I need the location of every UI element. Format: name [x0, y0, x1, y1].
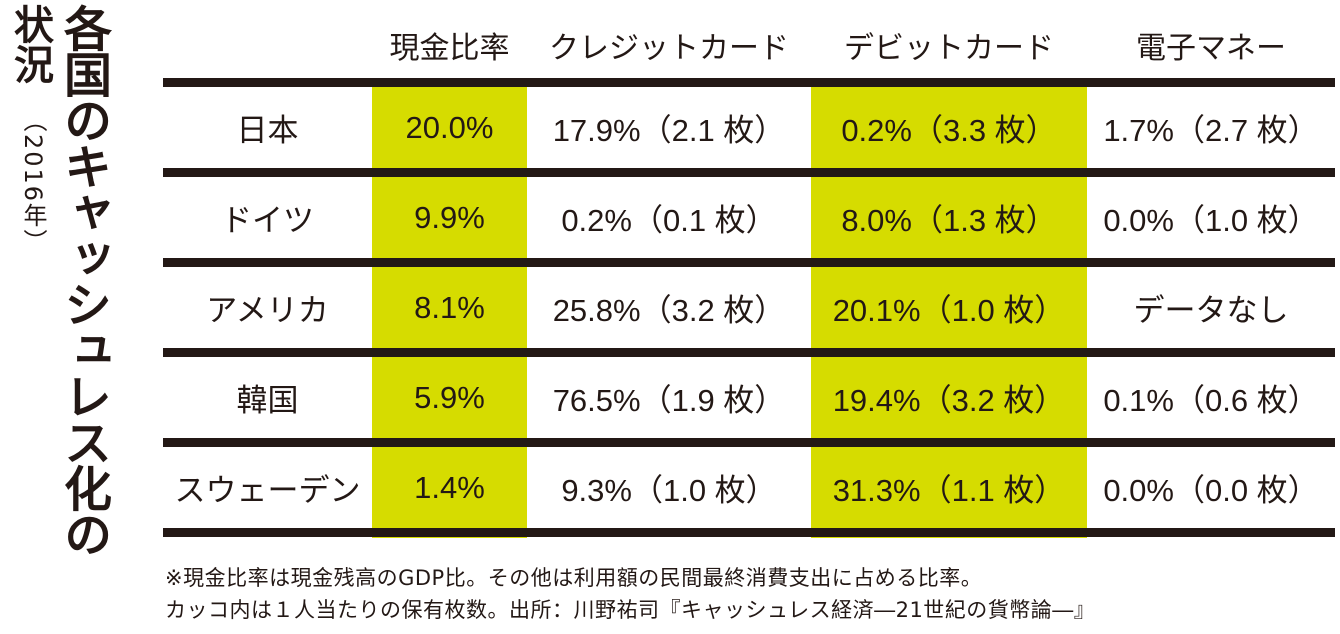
- row-label: 韓国: [236, 383, 299, 418]
- table-cell-credit-card: 25.8%（3.2 枚）: [552, 293, 786, 328]
- row-divider: [163, 168, 1335, 177]
- highlight-column-cash-ratio: [372, 78, 527, 538]
- row-label: アメリカ: [206, 293, 329, 328]
- table-cell-credit-card: 17.9%（2.1 枚）: [552, 113, 786, 148]
- row-label: 日本: [236, 113, 299, 148]
- table-cell-debit-card: 31.3%（1.1 枚）: [832, 473, 1066, 508]
- table-cell-debit-card: 19.4%（3.2 枚）: [832, 383, 1066, 418]
- row-divider: [163, 78, 1335, 87]
- column-header-cash-ratio: 現金比率: [389, 32, 510, 65]
- row-divider: [163, 438, 1335, 447]
- column-header-credit-card: クレジットカード: [549, 32, 789, 65]
- table-cell-credit-card: 76.5%（1.9 枚）: [552, 383, 786, 418]
- title-year: （2016年）: [19, 108, 47, 256]
- table-cell-cash-ratio: 9.9%: [414, 199, 485, 235]
- footnote-1: ※現金比率は現金残高のGDP比。その他は利用額の民間最終消費支出に占める比率。: [165, 566, 983, 590]
- table-cell-e-money: 1.7%（2.7 枚）: [1103, 113, 1319, 148]
- table-cell-e-money: 0.0%（0.0 枚）: [1103, 473, 1319, 508]
- column-header-debit-card: デビットカード: [844, 32, 1054, 65]
- table-cell-cash-ratio: 8.1%: [414, 289, 485, 325]
- highlight-column-debit-card: [811, 78, 1087, 538]
- table-cell-cash-ratio: 5.9%: [414, 379, 485, 415]
- footnote-2: カッコ内は１人当たりの保有枚数。出所：川野祐司『キャッシュレス経済―21世紀の貨…: [165, 598, 1096, 622]
- table-cell-debit-card: 8.0%（1.3 枚）: [841, 203, 1057, 238]
- row-label: スウェーデン: [174, 473, 361, 508]
- table-cell-debit-card: 0.2%（3.3 枚）: [841, 113, 1057, 148]
- row-divider: [163, 528, 1335, 537]
- row-divider: [163, 348, 1335, 357]
- title-main: 各国のキャッシュレス化の: [55, 4, 111, 556]
- title-sub: 状況: [7, 4, 53, 84]
- cashless-table: 現金比率 クレジットカード デビットカード 電子マネー日本 20.0% 17.9%（2.1…: [163, 0, 1335, 540]
- table-cell-credit-card: 0.2%（0.1 枚）: [561, 203, 777, 238]
- table-cell-credit-card: 9.3%（1.0 枚）: [561, 473, 777, 508]
- row-label: ドイツ: [221, 203, 314, 238]
- table-cell-e-money: 0.1%（0.6 枚）: [1103, 383, 1319, 418]
- table-cell-e-money: データなし: [1133, 293, 1289, 328]
- column-header-e-money: 電子マネー: [1136, 32, 1286, 65]
- row-divider: [163, 258, 1335, 267]
- table-cell-cash-ratio: 20.0%: [405, 109, 494, 145]
- table-cell-debit-card: 20.1%（1.0 枚）: [832, 293, 1066, 328]
- table-cell-e-money: 0.0%（1.0 枚）: [1103, 203, 1319, 238]
- table-cell-cash-ratio: 1.4%: [414, 469, 485, 505]
